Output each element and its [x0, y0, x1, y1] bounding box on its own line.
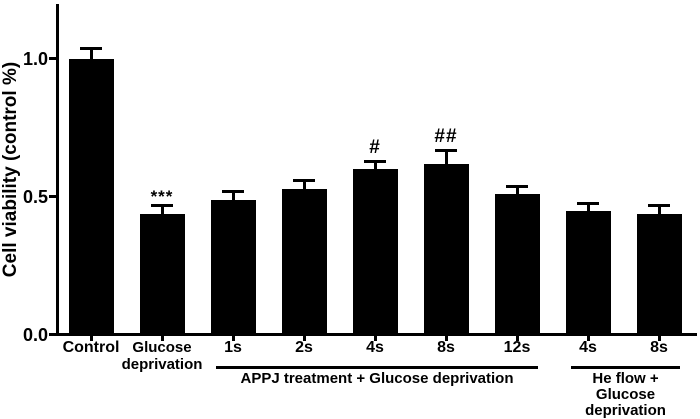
error-bar-cap	[222, 190, 244, 194]
error-bar-stem	[160, 205, 164, 214]
error-bar-cap	[293, 179, 315, 183]
error-bar-stem	[657, 205, 661, 214]
bar	[636, 213, 682, 335]
x-tick	[444, 336, 448, 341]
x-tick	[586, 336, 590, 341]
significance-label: ##	[434, 126, 458, 148]
x-tick-label: Glucose deprivation	[121, 339, 203, 373]
bar	[281, 188, 327, 335]
x-tick-label: 2s	[295, 339, 313, 356]
x-tick	[89, 336, 93, 341]
bar	[352, 169, 398, 335]
group-underline	[571, 366, 680, 369]
error-bar-stem	[89, 47, 93, 59]
x-tick	[231, 336, 235, 341]
y-tick-label: 1.0	[22, 49, 48, 69]
y-axis-line	[56, 4, 59, 336]
error-bar-stem	[444, 150, 448, 164]
x-tick-label: 8s	[650, 339, 668, 356]
error-bar-stem	[586, 202, 590, 211]
bar	[68, 59, 114, 335]
error-bar-stem	[373, 161, 377, 170]
y-tick-label: 0.0	[22, 325, 48, 345]
significance-label: #	[369, 137, 381, 159]
error-bar-cap	[80, 46, 102, 50]
bar-chart: Cell viability (control %) 0.0 0.5 1.0 Cont…	[0, 4, 697, 419]
error-bar-cap	[506, 184, 528, 188]
x-tick-label: 4s	[366, 339, 384, 356]
error-bar-stem	[231, 191, 235, 200]
bar	[210, 199, 256, 335]
x-tick	[302, 336, 306, 341]
error-bar-cap	[435, 149, 457, 153]
x-tick	[657, 336, 661, 341]
x-tick-label: 8s	[437, 339, 455, 356]
error-bar-stem	[515, 185, 519, 195]
x-tick	[160, 336, 164, 341]
y-tick	[49, 333, 56, 336]
group-underline	[216, 366, 538, 369]
significance-label: ***	[150, 187, 174, 207]
x-tick-label: 12s	[503, 339, 531, 356]
x-tick	[515, 336, 519, 341]
group-label: APPJ treatment + Glucose deprivation	[240, 370, 514, 387]
error-bar-cap	[648, 204, 670, 208]
group-label: He flow + Glucose deprivation	[585, 370, 666, 419]
x-tick-label: Control	[62, 339, 120, 356]
x-tick-label: 4s	[579, 339, 597, 356]
bar	[139, 213, 185, 335]
x-tick-label: 1s	[224, 339, 242, 356]
y-tick	[49, 195, 56, 198]
error-bar-stem	[302, 180, 306, 189]
bar	[423, 163, 469, 335]
bar	[565, 210, 611, 335]
y-tick	[49, 57, 56, 60]
bar	[494, 194, 540, 335]
error-bar-cap	[151, 204, 173, 208]
error-bar-cap	[577, 201, 599, 205]
y-tick-label: 0.5	[22, 187, 48, 207]
error-bar-cap	[364, 160, 386, 164]
x-tick	[373, 336, 377, 341]
